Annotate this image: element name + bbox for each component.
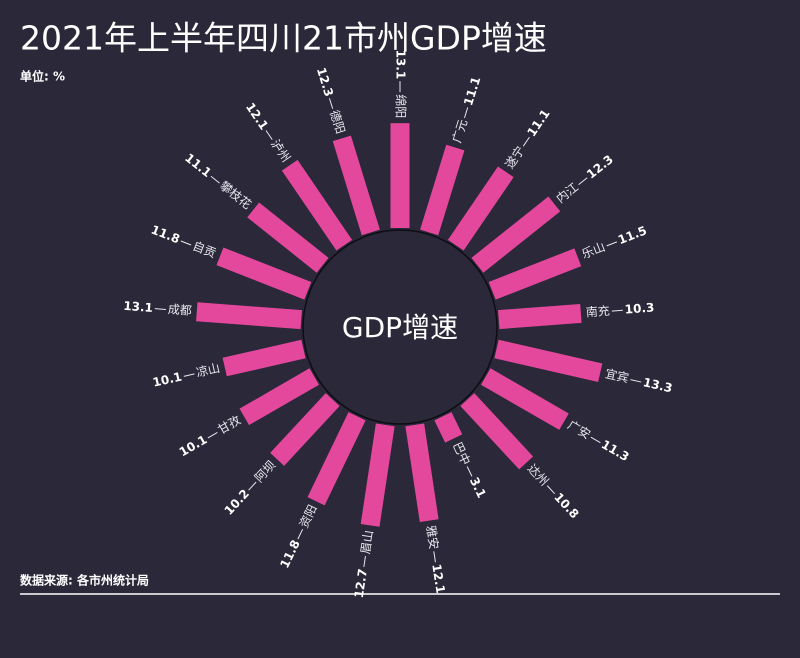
label-group: 成都 13.1 <box>123 299 192 318</box>
value-label: 10.1 <box>151 369 183 389</box>
label-dash <box>248 481 257 491</box>
bar <box>420 144 465 236</box>
spoke: 南充 10.3 <box>498 300 655 330</box>
category-label: 雅安 <box>424 524 442 550</box>
category-label: 绵阳 <box>394 94 408 118</box>
category-label: 眉山 <box>358 529 375 555</box>
bar <box>434 412 463 443</box>
bar <box>307 412 366 506</box>
label-dash <box>590 436 601 444</box>
label-group: 绵阳 13.1 <box>394 50 408 119</box>
value-label: 12.7 <box>352 568 370 599</box>
value-label: 10.3 <box>624 300 655 316</box>
label-dash <box>630 379 642 383</box>
source: 数据来源: 各市州统计局 <box>20 573 149 588</box>
bar <box>239 368 320 426</box>
label-group: 雅安 12.1 <box>424 524 448 594</box>
value-label: 13.1 <box>394 50 408 80</box>
category-label: 德阳 <box>327 108 348 135</box>
bar <box>216 247 312 300</box>
bar <box>390 123 410 228</box>
label-dash <box>522 136 530 147</box>
unit-label: 单位: % <box>20 69 65 84</box>
label-dash <box>210 175 220 184</box>
bar <box>494 339 603 382</box>
spoke: 绵阳 13.1 <box>390 50 410 228</box>
label-dash <box>154 308 166 310</box>
category-label: 凉山 <box>195 360 222 380</box>
spoke: 凉山 10.1 <box>151 339 306 390</box>
bar <box>332 135 380 236</box>
label-dash <box>207 431 218 439</box>
label-dash <box>578 177 588 185</box>
label-group: 南充 10.3 <box>585 300 655 320</box>
bar <box>498 303 582 330</box>
bar <box>222 339 306 377</box>
value-label: 13.1 <box>123 299 154 315</box>
bar <box>405 423 439 523</box>
label-dash <box>297 528 304 540</box>
value-label: 12.1 <box>429 563 447 594</box>
label-dash <box>546 485 556 495</box>
bar <box>471 196 561 273</box>
label-dash <box>180 240 192 246</box>
bar <box>360 423 395 527</box>
label-dash <box>265 130 273 140</box>
label-dash <box>433 551 436 563</box>
center-label: GDP增速 <box>342 311 458 344</box>
category-label: 南充 <box>585 303 610 320</box>
label-dash <box>464 107 469 119</box>
spoke: 成都 13.1 <box>123 299 302 330</box>
label-group: 宜宾 13.3 <box>604 366 674 396</box>
bar <box>196 302 302 330</box>
chart-title: 2021年上半年四川21市州GDP增速 <box>20 19 547 58</box>
label-dash <box>466 466 473 477</box>
spoke: 眉山 12.7 <box>352 423 395 599</box>
category-label: 广元 <box>450 118 470 145</box>
bar <box>488 248 582 300</box>
bar <box>480 368 569 430</box>
category-label: 成都 <box>167 302 192 318</box>
bar <box>281 159 353 251</box>
label-group: 眉山 12.7 <box>352 529 376 599</box>
spoke: 宜宾 13.3 <box>494 339 674 396</box>
label-dash <box>328 98 334 109</box>
label-dash <box>606 241 618 247</box>
bar <box>247 202 329 273</box>
label-dash <box>611 309 623 312</box>
value-label: 13.3 <box>642 375 674 395</box>
bar <box>447 166 514 251</box>
bar <box>460 393 534 470</box>
label-group: 凉山 10.1 <box>151 360 221 390</box>
bar <box>270 393 340 466</box>
category-label: 宜宾 <box>604 366 631 386</box>
spoke: 雅安 12.1 <box>405 423 448 594</box>
center-circle <box>302 229 498 425</box>
label-dash <box>183 373 195 377</box>
label-dash <box>363 555 366 567</box>
